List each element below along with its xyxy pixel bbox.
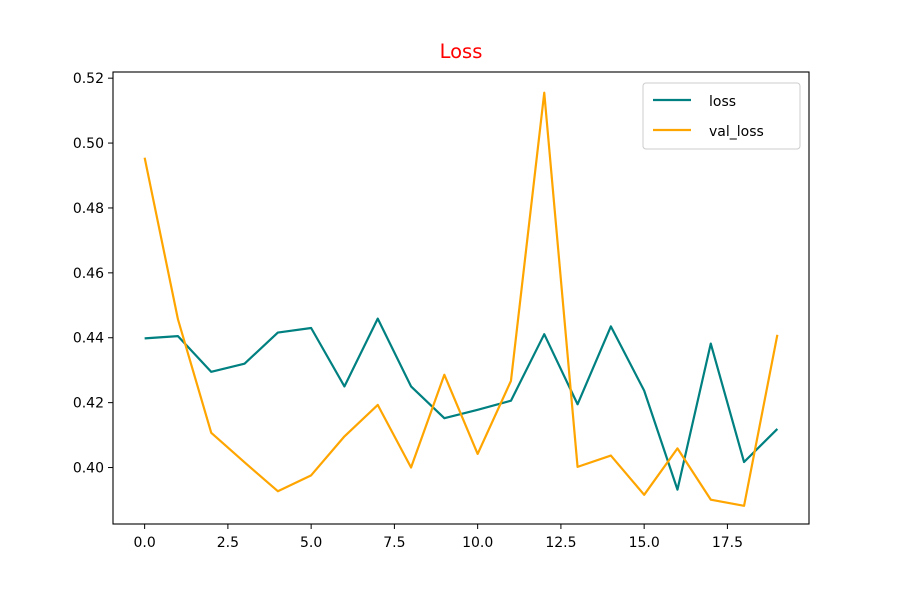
legend: loss val_loss <box>642 82 801 150</box>
x-tick-label: 10.0 <box>462 535 493 551</box>
axes-frame <box>112 71 810 525</box>
y-tick-label: 0.40 <box>73 461 104 477</box>
plot-area <box>143 91 779 507</box>
x-tick-label: 0.0 <box>134 535 156 551</box>
axes: 0.0 2.5 5.0 7.5 10.0 12.5 15.0 17.5 0.40 0.42 0.44… <box>73 71 810 551</box>
y-tick-label: 0.48 <box>73 201 104 217</box>
x-tick-label: 2.5 <box>217 535 239 551</box>
y-tick-label: 0.46 <box>73 266 104 282</box>
legend-label-val_loss: val_loss <box>709 124 764 140</box>
y-tick-label: 0.42 <box>73 396 104 412</box>
series-line-val_loss <box>143 91 779 507</box>
legend-label-loss: loss <box>709 94 736 110</box>
x-tick-label: 5.0 <box>300 535 322 551</box>
y-tick-label: 0.44 <box>73 331 104 347</box>
x-tick-label: 15.0 <box>629 535 660 551</box>
x-tick-label: 12.5 <box>545 535 576 551</box>
x-tick-label: 7.5 <box>383 535 405 551</box>
x-tick-label: 17.5 <box>712 535 743 551</box>
chart-title: Loss <box>440 40 483 63</box>
y-tick-label: 0.52 <box>73 71 104 87</box>
y-tick-label: 0.50 <box>73 136 104 152</box>
